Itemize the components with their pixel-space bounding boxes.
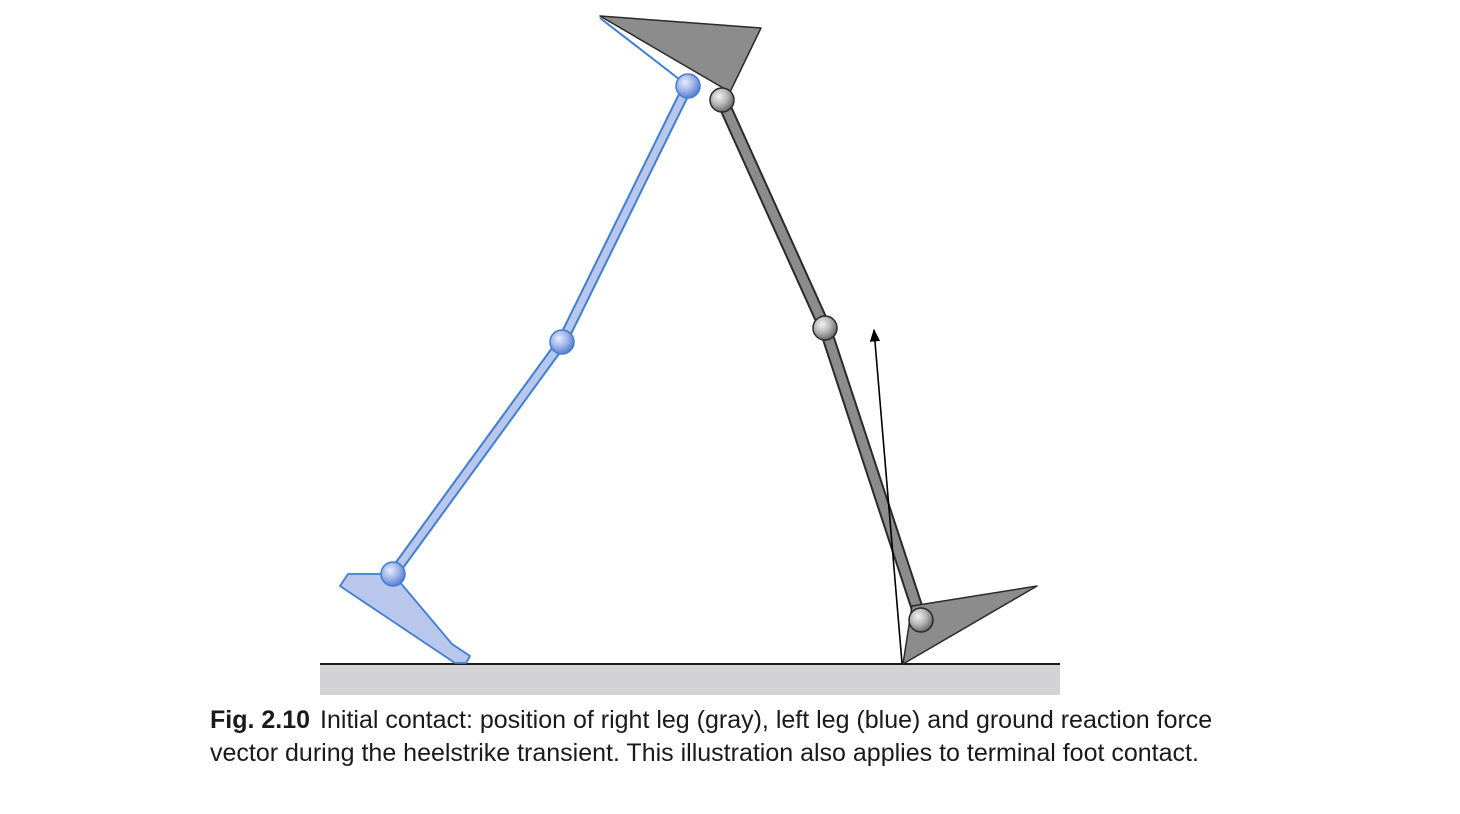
figure-caption-text: Initial contact: position of right leg (…: [210, 706, 1213, 767]
right-foot: [902, 585, 1038, 665]
right-hip-joint: [709, 87, 735, 113]
left-hip-joint: [675, 73, 701, 99]
ground-surface: [320, 664, 1060, 695]
right-leg: [709, 87, 1038, 665]
gait-diagram: [320, 15, 1060, 695]
left-thigh-edge-1: [599, 17, 689, 87]
pelvis: [599, 15, 762, 93]
left-thigh-fill: [558, 82, 692, 346]
right-shank-fill: [820, 323, 926, 625]
figure-caption: Fig. 2.10 Initial contact: position of ri…: [210, 704, 1280, 770]
right-knee-joint: [812, 315, 838, 341]
left-leg: [339, 17, 701, 664]
left-foot: [339, 573, 471, 664]
left-knee-joint: [549, 329, 575, 355]
left-ankle-joint: [380, 561, 406, 587]
right-ankle-joint: [908, 607, 934, 633]
ground-reaction-force-vector: [869, 328, 903, 664]
left-shank-fill: [389, 338, 566, 578]
right-thigh-fill: [717, 95, 830, 333]
figure-label: Fig. 2.10: [210, 706, 311, 734]
